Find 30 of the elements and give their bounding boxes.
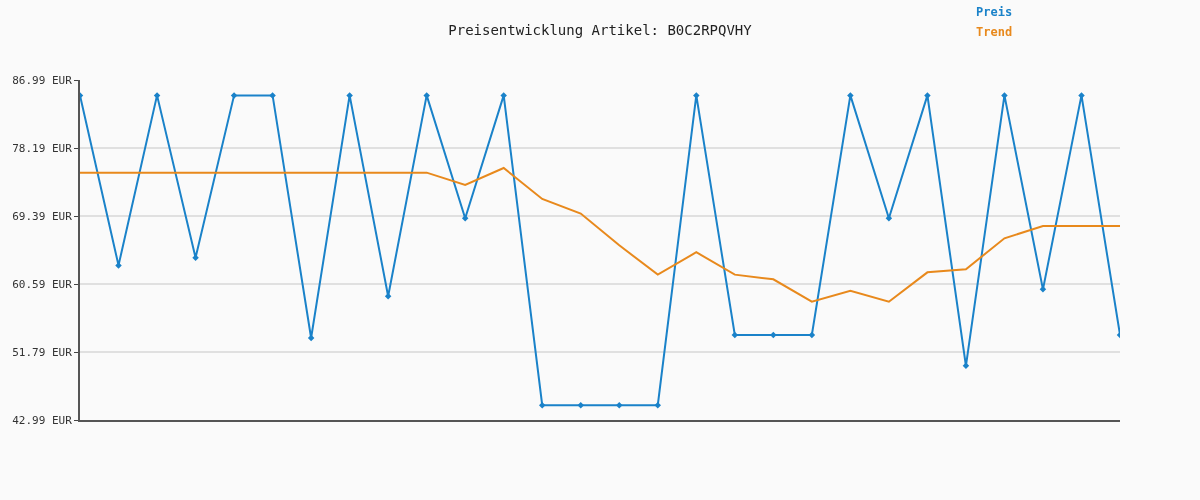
- point: [115, 262, 122, 269]
- point: [423, 92, 430, 99]
- point: [654, 401, 662, 409]
- point: [770, 331, 777, 339]
- line-series: [80, 167, 1120, 303]
- y-tick-label: 86.99 EUR: [12, 73, 73, 87]
- point: [924, 92, 931, 99]
- point: [538, 401, 546, 409]
- y-tick-label: 51.79 EUR: [12, 345, 73, 359]
- text: Trend: [976, 25, 1013, 39]
- point: [962, 362, 970, 370]
- point: [808, 331, 816, 339]
- point: [616, 401, 623, 409]
- point: [1001, 92, 1008, 99]
- y-tick-label: 69.39 EUR: [12, 209, 73, 223]
- y-tick-label: 60.59 EUR: [12, 277, 73, 291]
- point: [847, 92, 854, 99]
- y-tick-label: 78.19 EUR: [12, 141, 73, 155]
- y-tick-label: 42.99 EUR: [12, 413, 73, 427]
- point: [269, 92, 276, 99]
- line-series: [80, 92, 1120, 409]
- text: Preis: [976, 5, 1013, 19]
- point: [346, 92, 353, 99]
- point: [1078, 92, 1085, 99]
- point: [693, 92, 700, 99]
- chart-title: Preisentwicklung Artikel: B0C2RPQVHY: [448, 21, 753, 38]
- point: [577, 401, 584, 409]
- point: [384, 293, 392, 300]
- point: [500, 92, 507, 99]
- point: [307, 334, 315, 342]
